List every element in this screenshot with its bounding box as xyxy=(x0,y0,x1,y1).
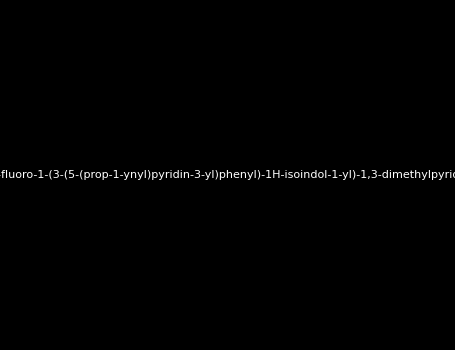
Text: 5-(3-Amino-4-fluoro-1-(3-(5-(prop-1-ynyl)pyridin-3-yl)phenyl)-1H-isoindol-1-yl)-: 5-(3-Amino-4-fluoro-1-(3-(5-(prop-1-ynyl… xyxy=(0,170,455,180)
